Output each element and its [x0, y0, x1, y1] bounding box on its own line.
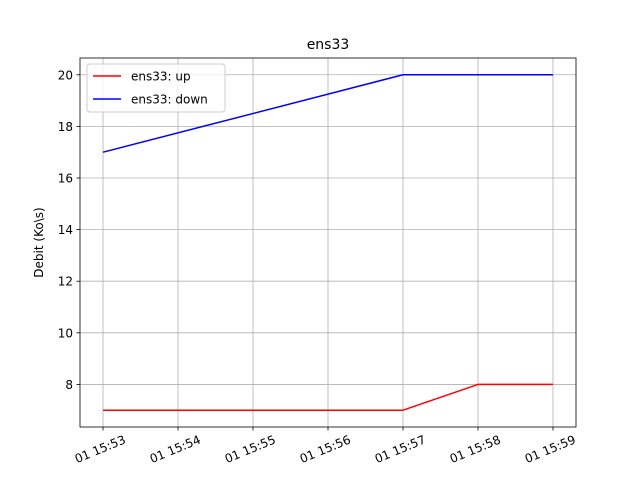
- y-tick-label: 8: [65, 378, 73, 392]
- series-lines: [102, 74, 554, 411]
- legend-label: ens33: up: [131, 70, 191, 84]
- y-tick-label: 12: [58, 275, 73, 289]
- y-tick-label: 10: [58, 326, 73, 340]
- y-tick-label: 16: [58, 171, 73, 185]
- y-tick-label: 20: [58, 68, 73, 82]
- y-axis-label: Debit (Ko\s): [32, 207, 46, 277]
- legend-box: [86, 63, 226, 113]
- y-tick-label: 18: [58, 120, 73, 134]
- chart-title: ens33: [307, 37, 350, 53]
- series-line: [103, 383, 553, 411]
- legend: ens33: up ens33: down: [86, 63, 226, 113]
- y-tick-label: 14: [58, 223, 73, 237]
- grid: [80, 58, 576, 427]
- legend-label: ens33: down: [131, 93, 208, 107]
- series-line: [102, 74, 553, 153]
